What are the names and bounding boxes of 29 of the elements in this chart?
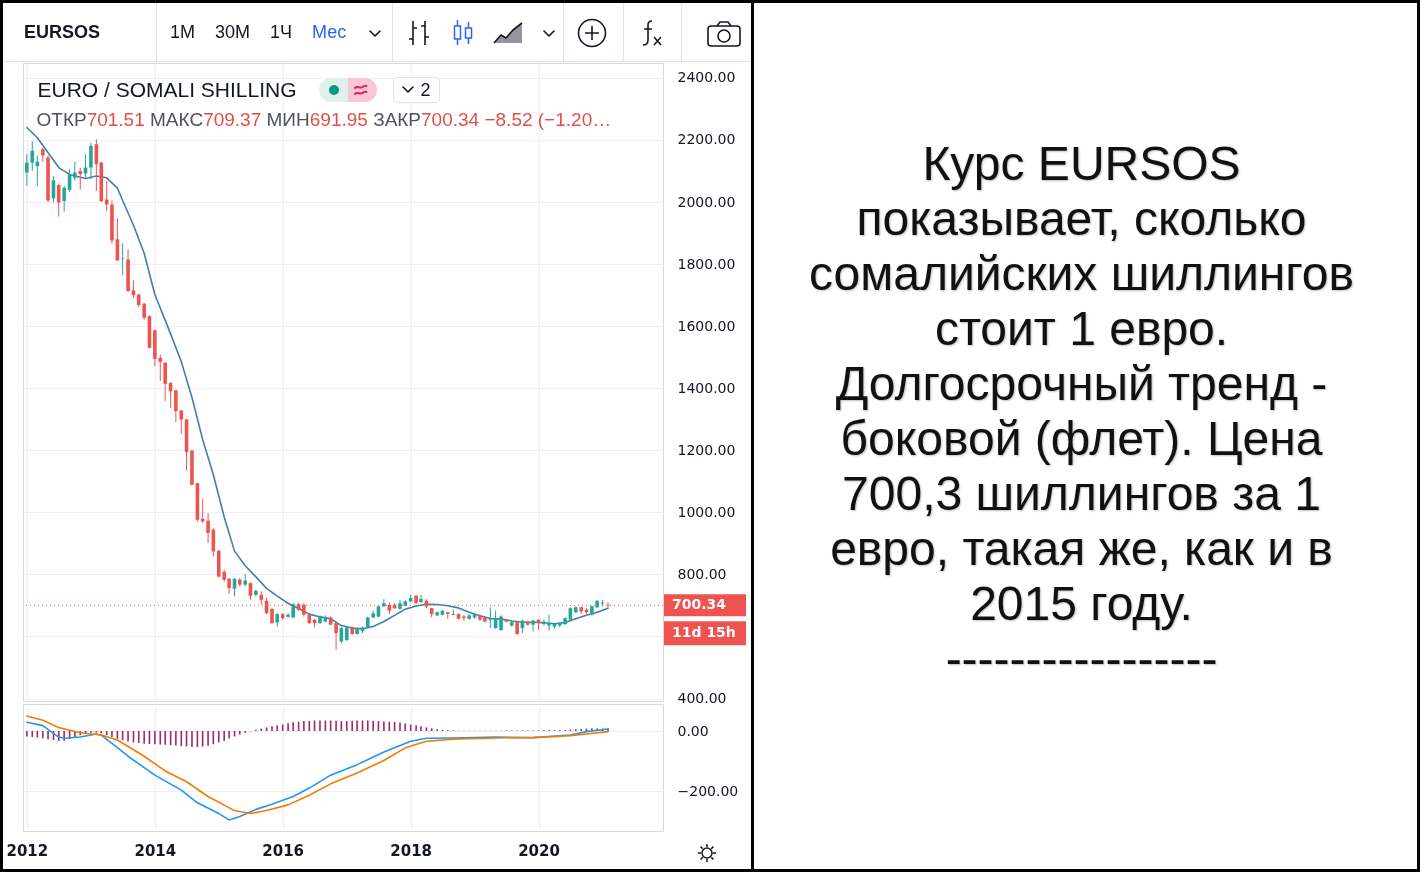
x-tick-label: 2012 <box>6 841 49 860</box>
y-tick-label: 1800.00 <box>677 255 736 272</box>
y-tick-label: 1000.00 <box>677 503 736 520</box>
x-tick-label: 2020 <box>518 841 560 860</box>
text: Мес <box>312 21 347 44</box>
y-tick-label: 0.00 <box>677 722 709 739</box>
y-tick-label: 800.00 <box>677 565 727 582</box>
ref-line-label: 700.34 <box>672 596 727 613</box>
text: EURO / SOMALI SHILLING <box>37 76 297 103</box>
y-tick-label: 2200.00 <box>677 131 736 148</box>
text: 1M <box>170 21 196 44</box>
text: EURSOS <box>24 21 101 44</box>
text: 30M <box>215 21 251 44</box>
y-tick-label: 1600.00 <box>677 317 736 334</box>
y-tick-label: 1200.00 <box>677 441 736 458</box>
text: ОТКР701.51 МАКС709.37 МИН691.95 ЗАКР700.34 −8.52 (−1.20… <box>36 108 612 130</box>
y-tick-label: −200.00 <box>677 782 739 799</box>
text: ----------------- <box>944 631 1219 686</box>
text: Курс EURSOS показывает, сколько сомалийских шиллингов стоит 1 евро. Долгосрочный тренд - боковой (флет). Цена 700,3 шиллингов за 1 евро, такая же, как и в 2015 году. <box>808 137 1354 630</box>
text: 1Ч <box>270 21 293 44</box>
y-tick-label: 2400.00 <box>677 69 736 86</box>
y-tick-label: 2000.00 <box>677 193 736 210</box>
y-tick-label: 400.00 <box>677 690 727 707</box>
y-tick-label: 1400.00 <box>677 379 736 396</box>
annotation: 2 <box>420 78 431 101</box>
x-tick-label: 2016 <box>262 841 305 860</box>
text: 11d 15h <box>672 624 736 641</box>
x-tick-label: 2018 <box>390 841 433 860</box>
x-tick-label: 2014 <box>134 841 177 860</box>
